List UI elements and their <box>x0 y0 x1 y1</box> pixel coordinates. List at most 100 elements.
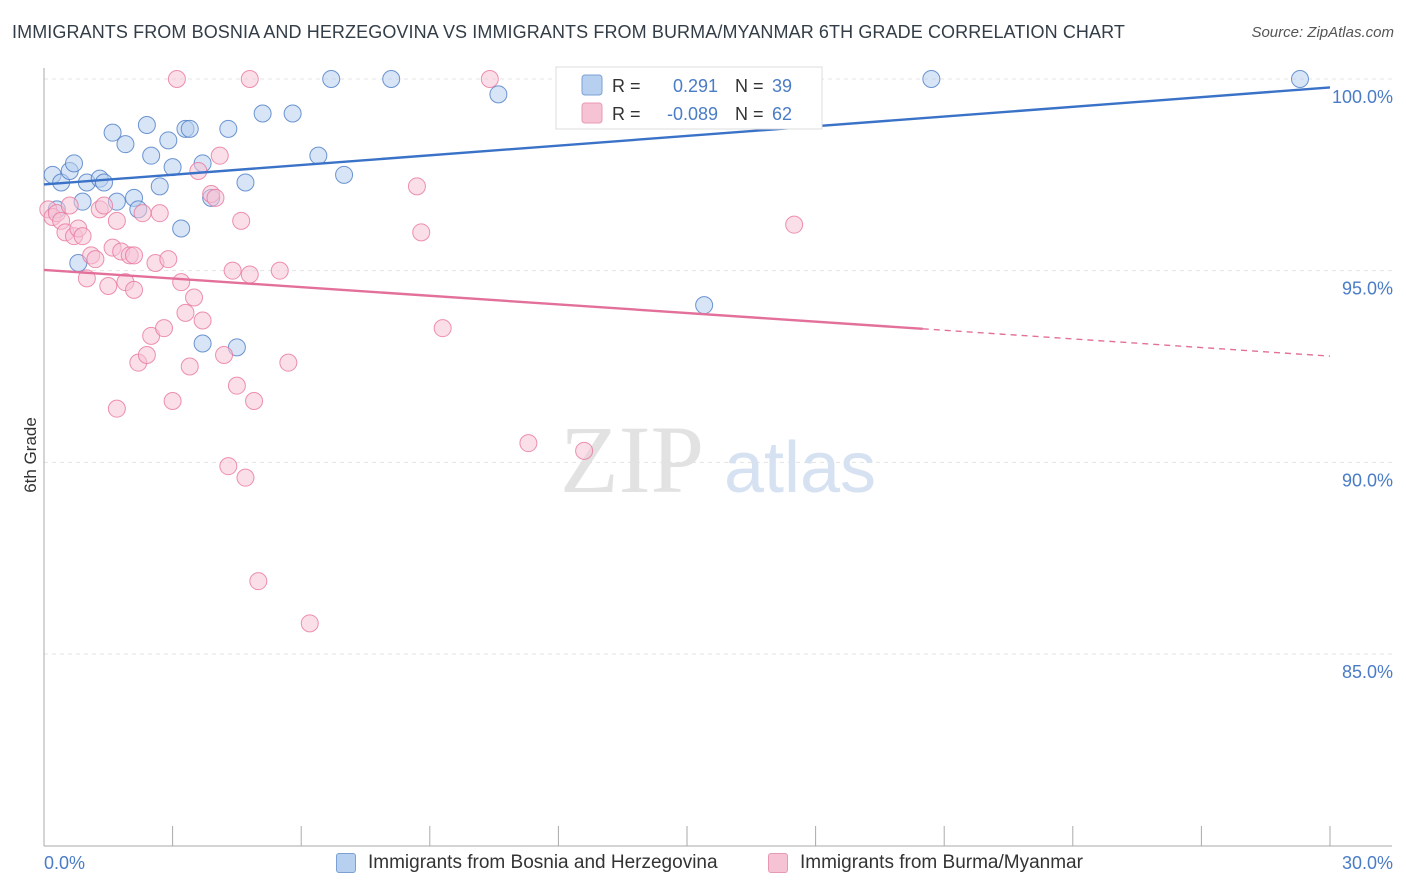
y-tick-label: 90.0% <box>1342 470 1393 490</box>
point-bosnia <box>180 119 199 138</box>
point-burma <box>86 250 105 269</box>
chart-title: IMMIGRANTS FROM BOSNIA AND HERZEGOVINA V… <box>12 22 1125 42</box>
tick-labels: 100.0% 95.0% 90.0% 85.0% 0.0% 30.0% <box>44 87 1393 873</box>
point-burma <box>223 261 242 280</box>
point-bosnia <box>193 334 212 353</box>
watermark-atlas: atlas <box>724 428 876 508</box>
point-bosnia <box>219 119 238 138</box>
point-burma <box>193 311 212 330</box>
point-burma <box>150 204 169 223</box>
data-points <box>39 70 1309 633</box>
x-tick-label: 0.0% <box>44 853 85 873</box>
y-tick-label: 100.0% <box>1332 87 1393 107</box>
legend-label-bosnia: Immigrants from Bosnia and Herzegovina <box>368 852 718 873</box>
legend-item-burma: Immigrants from Burma/Myanmar <box>768 852 1083 874</box>
legend-swatch-bosnia <box>336 853 356 873</box>
point-burma <box>227 376 246 395</box>
point-bosnia <box>489 85 508 104</box>
point-burma <box>433 319 452 338</box>
point-burma <box>185 288 204 307</box>
point-burma <box>240 265 259 284</box>
legend-swatch-blue <box>581 74 603 96</box>
point-burma <box>785 215 804 234</box>
point-bosnia <box>922 70 941 88</box>
legend-r-value: 0.291 <box>673 76 718 96</box>
point-burma <box>412 223 431 242</box>
point-burma <box>163 392 182 410</box>
point-burma <box>300 614 319 633</box>
point-burma <box>249 572 268 591</box>
point-burma <box>245 392 264 410</box>
legend-r-value: -0.089 <box>667 104 718 124</box>
legend-n-value: 62 <box>772 104 792 124</box>
point-bosnia <box>1290 70 1309 88</box>
point-burma <box>180 357 199 376</box>
point-bosnia <box>695 296 714 315</box>
grid-lines <box>44 78 1392 655</box>
point-burma <box>73 227 92 246</box>
legend-label-burma: Immigrants from Burma/Myanmar <box>800 852 1083 873</box>
x-tick-label: 30.0% <box>1342 853 1393 873</box>
correlation-legend: R = 0.291 N = 39 R = -0.089 N = 62 <box>555 66 823 130</box>
point-bosnia <box>335 165 354 184</box>
point-burma <box>176 303 195 322</box>
point-burma <box>270 261 289 280</box>
point-bosnia <box>150 177 169 196</box>
point-bosnia <box>159 131 178 150</box>
point-burma <box>167 70 186 88</box>
point-burma <box>232 211 251 230</box>
point-burma <box>206 188 225 207</box>
point-bosnia <box>116 135 135 154</box>
point-burma <box>137 346 156 364</box>
point-burma <box>95 196 114 215</box>
legend-swatch-pink <box>581 102 603 124</box>
point-burma <box>133 204 152 223</box>
point-bosnia <box>309 146 328 165</box>
point-burma <box>60 196 79 215</box>
trend-line-burma <box>43 268 923 331</box>
axes <box>43 68 1392 847</box>
watermark-zip: ZIP <box>560 406 704 513</box>
point-bosnia <box>103 123 122 142</box>
point-burma <box>240 70 259 88</box>
point-burma <box>236 468 255 487</box>
point-burma <box>189 162 208 180</box>
point-bosnia <box>65 154 84 173</box>
legend-n-value: 39 <box>772 76 792 96</box>
y-axis-title: 6th Grade <box>21 417 40 493</box>
point-burma <box>99 277 118 295</box>
point-bosnia <box>95 173 114 192</box>
point-burma <box>210 146 229 165</box>
y-tick-label: 85.0% <box>1342 662 1393 682</box>
point-burma <box>125 280 144 299</box>
point-bosnia <box>137 116 156 134</box>
point-bosnia <box>382 70 401 88</box>
point-burma <box>407 177 426 196</box>
point-burma <box>125 246 144 265</box>
point-burma <box>480 70 499 88</box>
legend-r-label: R = <box>612 76 641 96</box>
legend-item-bosnia: Immigrants from Bosnia and Herzegovina <box>336 852 718 874</box>
point-burma <box>215 346 234 364</box>
point-bosnia <box>172 219 191 238</box>
trend-line-bosnia <box>43 86 1331 186</box>
point-burma <box>107 399 126 418</box>
legend-n-label: N = <box>735 76 764 96</box>
point-bosnia <box>283 104 302 123</box>
legend-r-label: R = <box>612 104 641 124</box>
point-burma <box>107 211 126 230</box>
legend-swatch-burma <box>768 853 788 873</box>
point-burma <box>155 319 174 338</box>
point-burma <box>159 250 178 269</box>
trend-lines <box>43 86 1331 357</box>
bottom-legend: Immigrants from Bosnia and Herzegovina I… <box>0 852 1406 880</box>
source-credit: Source: ZipAtlas.com <box>1251 24 1394 41</box>
trend-line-burma-dashed <box>922 328 1331 357</box>
point-bosnia <box>253 104 272 123</box>
point-burma <box>519 434 538 453</box>
point-bosnia <box>322 70 341 88</box>
point-burma <box>219 457 238 476</box>
point-bosnia <box>142 146 161 165</box>
point-burma <box>279 353 298 372</box>
